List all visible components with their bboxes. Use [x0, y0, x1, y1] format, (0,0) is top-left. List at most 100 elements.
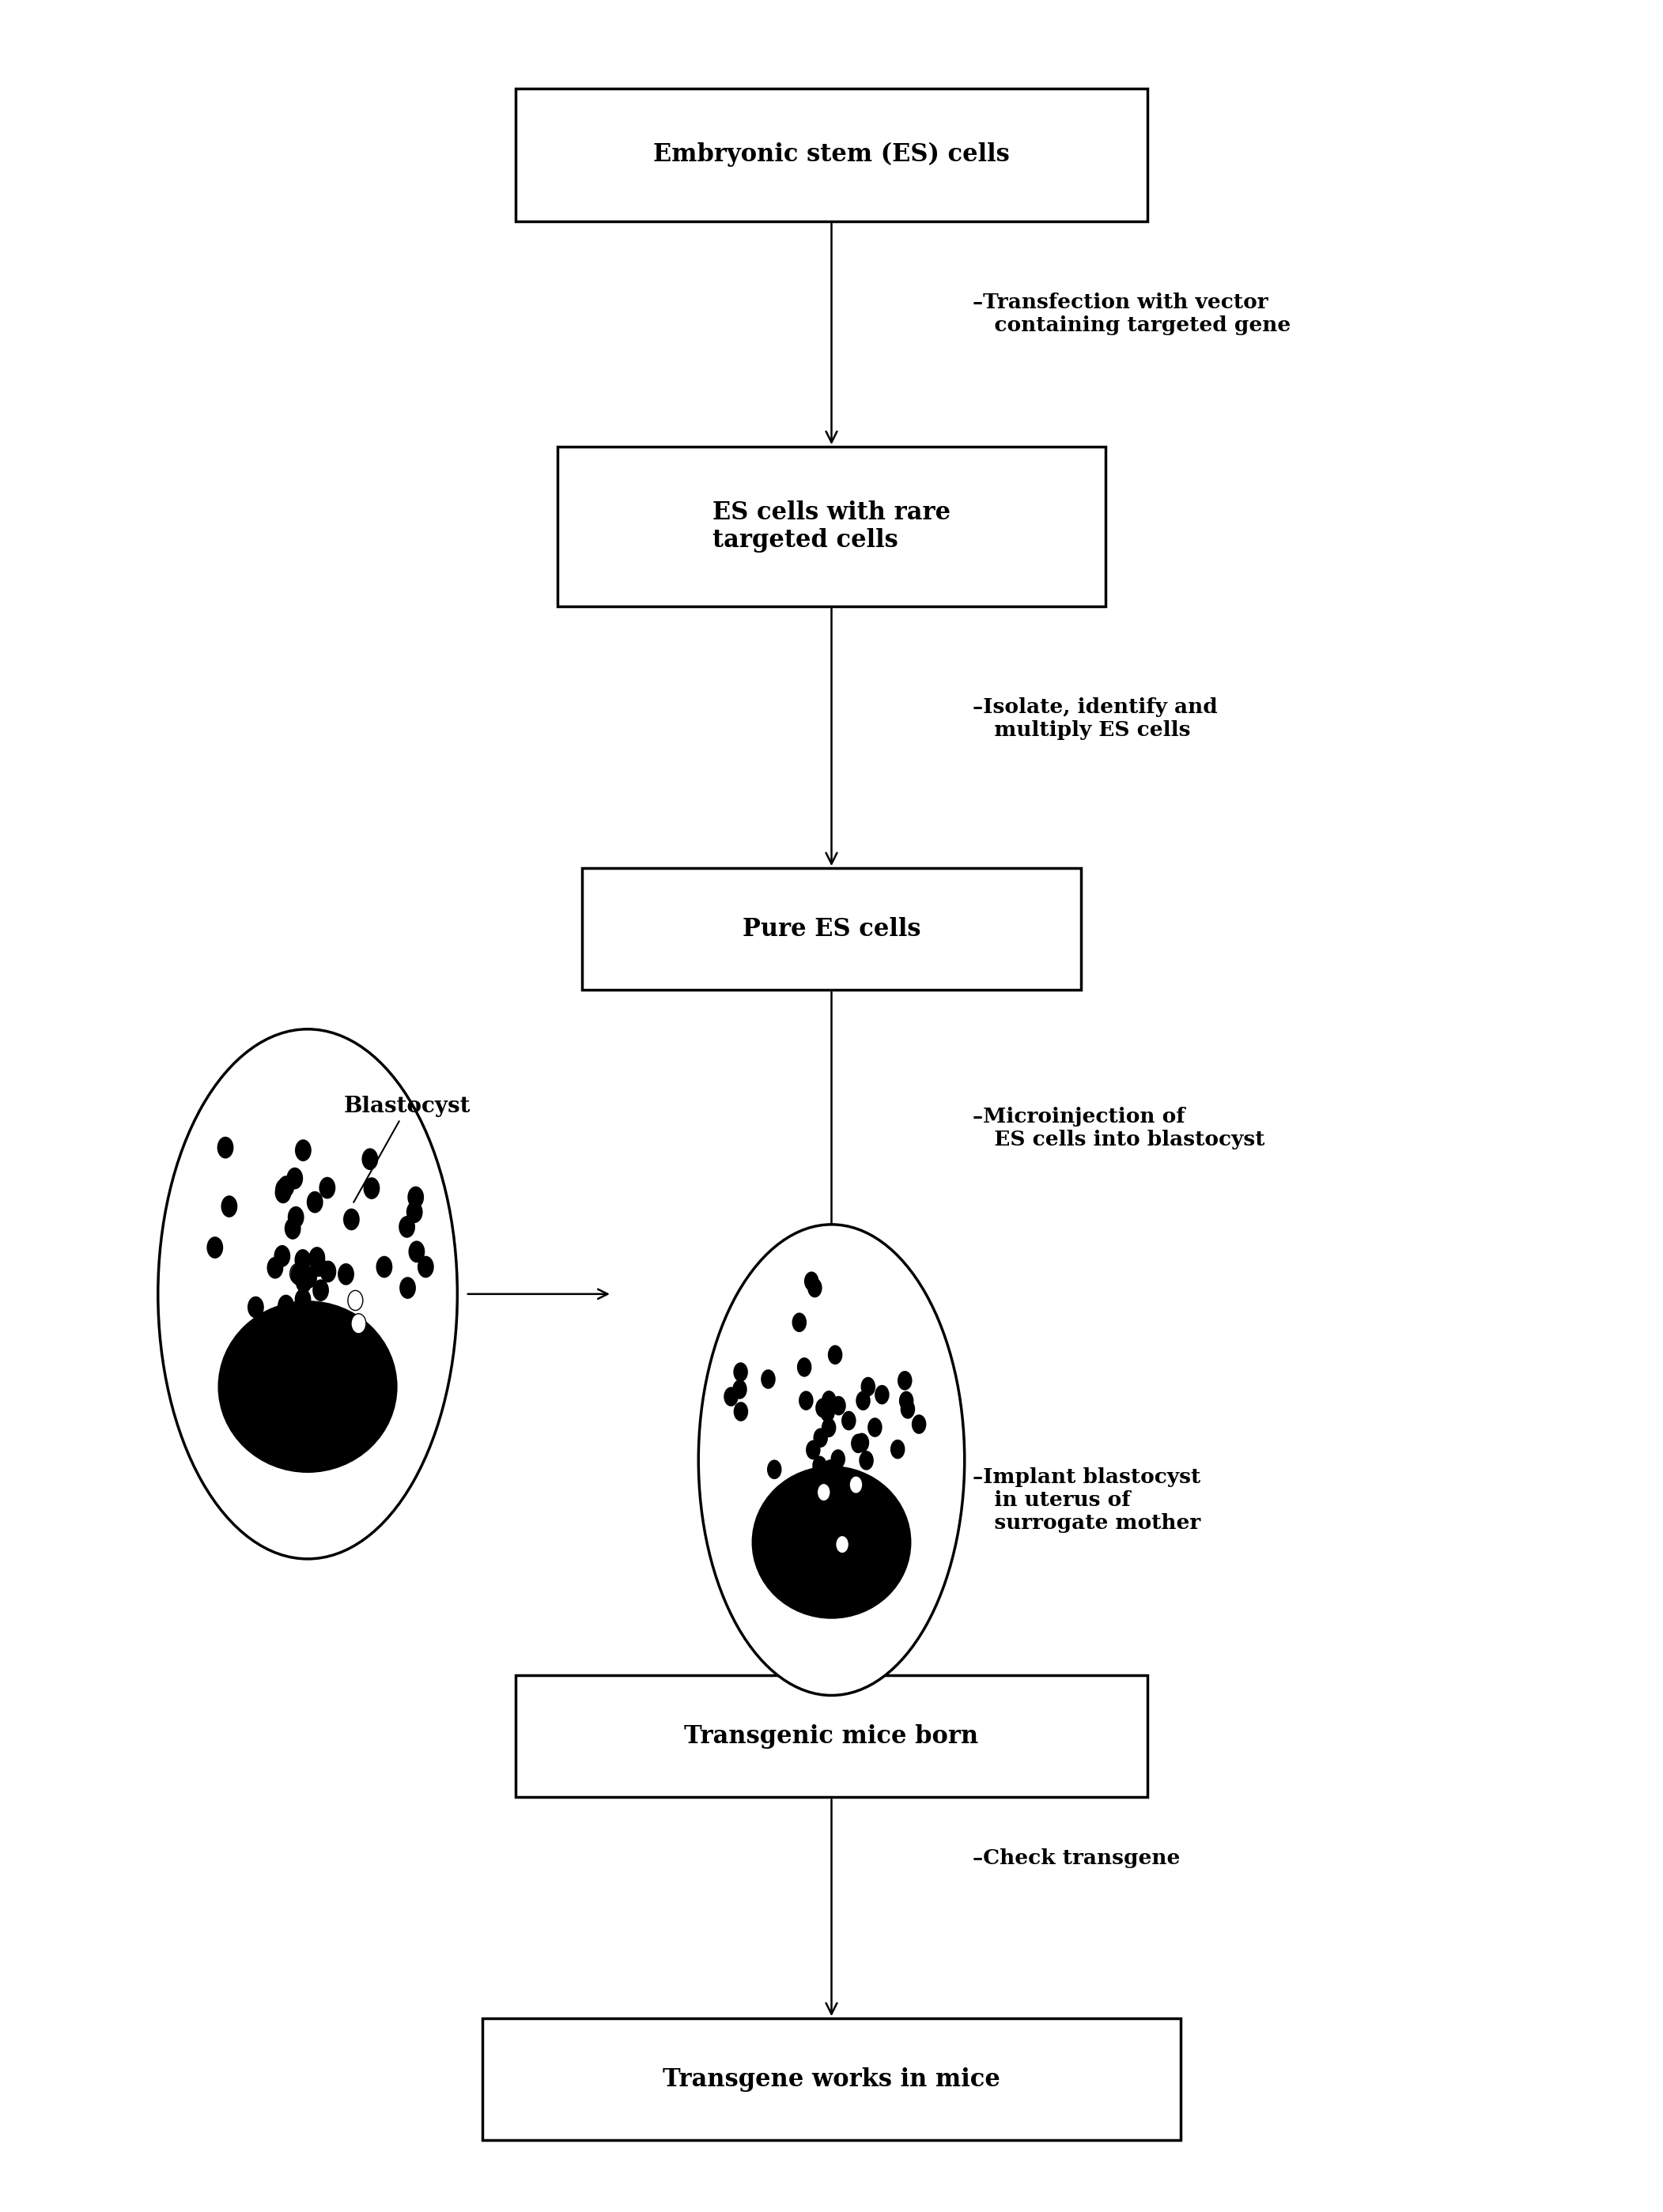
Circle shape — [797, 1358, 812, 1376]
Circle shape — [723, 1387, 738, 1407]
Circle shape — [900, 1391, 913, 1411]
Ellipse shape — [838, 1500, 865, 1522]
Text: Embryonic stem (ES) cells: Embryonic stem (ES) cells — [654, 142, 1009, 168]
Ellipse shape — [328, 1411, 358, 1436]
Circle shape — [900, 1400, 915, 1418]
FancyBboxPatch shape — [516, 88, 1147, 221]
Circle shape — [221, 1194, 238, 1217]
Text: –Microinjection of
   ES cells into blastocyst: –Microinjection of ES cells into blastoc… — [973, 1106, 1266, 1150]
Circle shape — [274, 1245, 291, 1267]
Circle shape — [822, 1391, 836, 1409]
Ellipse shape — [243, 1382, 293, 1427]
Circle shape — [309, 1248, 326, 1270]
Circle shape — [276, 1179, 291, 1201]
Circle shape — [832, 1449, 845, 1469]
Circle shape — [911, 1413, 926, 1433]
Ellipse shape — [218, 1301, 397, 1473]
Circle shape — [291, 1263, 308, 1285]
Circle shape — [805, 1272, 818, 1292]
Circle shape — [898, 1371, 913, 1391]
Circle shape — [376, 1256, 392, 1279]
Circle shape — [278, 1175, 294, 1197]
Text: Blastocyst: Blastocyst — [344, 1095, 471, 1203]
Circle shape — [875, 1385, 890, 1405]
Circle shape — [733, 1402, 748, 1422]
Circle shape — [732, 1380, 747, 1400]
Circle shape — [274, 1181, 291, 1203]
Circle shape — [762, 1369, 775, 1389]
Text: –Check transgene: –Check transgene — [973, 1849, 1181, 1867]
Circle shape — [798, 1391, 813, 1411]
FancyBboxPatch shape — [557, 447, 1106, 606]
Circle shape — [338, 1263, 354, 1285]
FancyBboxPatch shape — [582, 867, 1081, 991]
Circle shape — [266, 1256, 283, 1279]
Circle shape — [868, 1418, 881, 1438]
Circle shape — [218, 1137, 233, 1159]
Ellipse shape — [813, 1482, 851, 1515]
Ellipse shape — [158, 1029, 457, 1559]
Circle shape — [363, 1148, 378, 1170]
Circle shape — [860, 1451, 873, 1471]
Text: Pure ES cells: Pure ES cells — [742, 916, 921, 942]
Text: –Implant blastocyst
   in uterus of
   surrogate mother: –Implant blastocyst in uterus of surroga… — [973, 1467, 1201, 1533]
Circle shape — [823, 1460, 838, 1480]
Circle shape — [815, 1398, 830, 1418]
Circle shape — [813, 1429, 828, 1447]
Text: –Isolate, identify and
   multiply ES cells: –Isolate, identify and multiply ES cells — [973, 697, 1217, 741]
Circle shape — [832, 1396, 846, 1416]
Circle shape — [890, 1440, 905, 1460]
Ellipse shape — [802, 1486, 843, 1522]
Circle shape — [288, 1206, 304, 1228]
Circle shape — [861, 1376, 875, 1396]
Circle shape — [294, 1250, 311, 1272]
Circle shape — [417, 1256, 434, 1279]
Circle shape — [364, 1177, 379, 1199]
Text: Transgene works in mice: Transgene works in mice — [664, 2066, 999, 2093]
Circle shape — [343, 1208, 359, 1230]
Circle shape — [767, 1460, 782, 1480]
Circle shape — [733, 1363, 748, 1382]
Circle shape — [856, 1391, 870, 1411]
Text: Transgenic mice born: Transgenic mice born — [683, 1723, 980, 1750]
Circle shape — [828, 1345, 843, 1365]
Ellipse shape — [813, 1546, 860, 1586]
Ellipse shape — [323, 1325, 353, 1352]
Circle shape — [296, 1272, 313, 1292]
Circle shape — [808, 1279, 822, 1298]
Circle shape — [319, 1261, 336, 1283]
Ellipse shape — [780, 1546, 825, 1584]
Circle shape — [348, 1290, 363, 1310]
Circle shape — [399, 1217, 416, 1239]
Circle shape — [820, 1402, 835, 1422]
Circle shape — [792, 1312, 807, 1332]
Circle shape — [289, 1263, 304, 1283]
Circle shape — [286, 1168, 303, 1190]
Ellipse shape — [324, 1349, 376, 1394]
Text: –Transfection with vector
   containing targeted gene: –Transfection with vector containing tar… — [973, 292, 1290, 336]
Circle shape — [817, 1484, 830, 1502]
Circle shape — [841, 1411, 856, 1431]
Circle shape — [851, 1433, 865, 1453]
Circle shape — [294, 1261, 311, 1283]
Circle shape — [306, 1192, 323, 1212]
Circle shape — [812, 1455, 827, 1475]
FancyBboxPatch shape — [516, 1677, 1147, 1796]
Ellipse shape — [752, 1467, 911, 1619]
Circle shape — [407, 1186, 424, 1208]
FancyBboxPatch shape — [482, 2017, 1181, 2141]
Circle shape — [206, 1237, 223, 1259]
Circle shape — [855, 1433, 870, 1453]
Circle shape — [278, 1294, 294, 1316]
Text: ES cells with rare
targeted cells: ES cells with rare targeted cells — [712, 500, 951, 553]
Circle shape — [301, 1267, 318, 1287]
Circle shape — [835, 1535, 848, 1553]
Circle shape — [296, 1263, 313, 1285]
Circle shape — [248, 1296, 264, 1318]
Circle shape — [309, 1254, 326, 1276]
Circle shape — [294, 1139, 311, 1161]
Circle shape — [313, 1279, 329, 1301]
Circle shape — [351, 1314, 366, 1334]
Circle shape — [399, 1276, 416, 1298]
Circle shape — [294, 1290, 311, 1310]
